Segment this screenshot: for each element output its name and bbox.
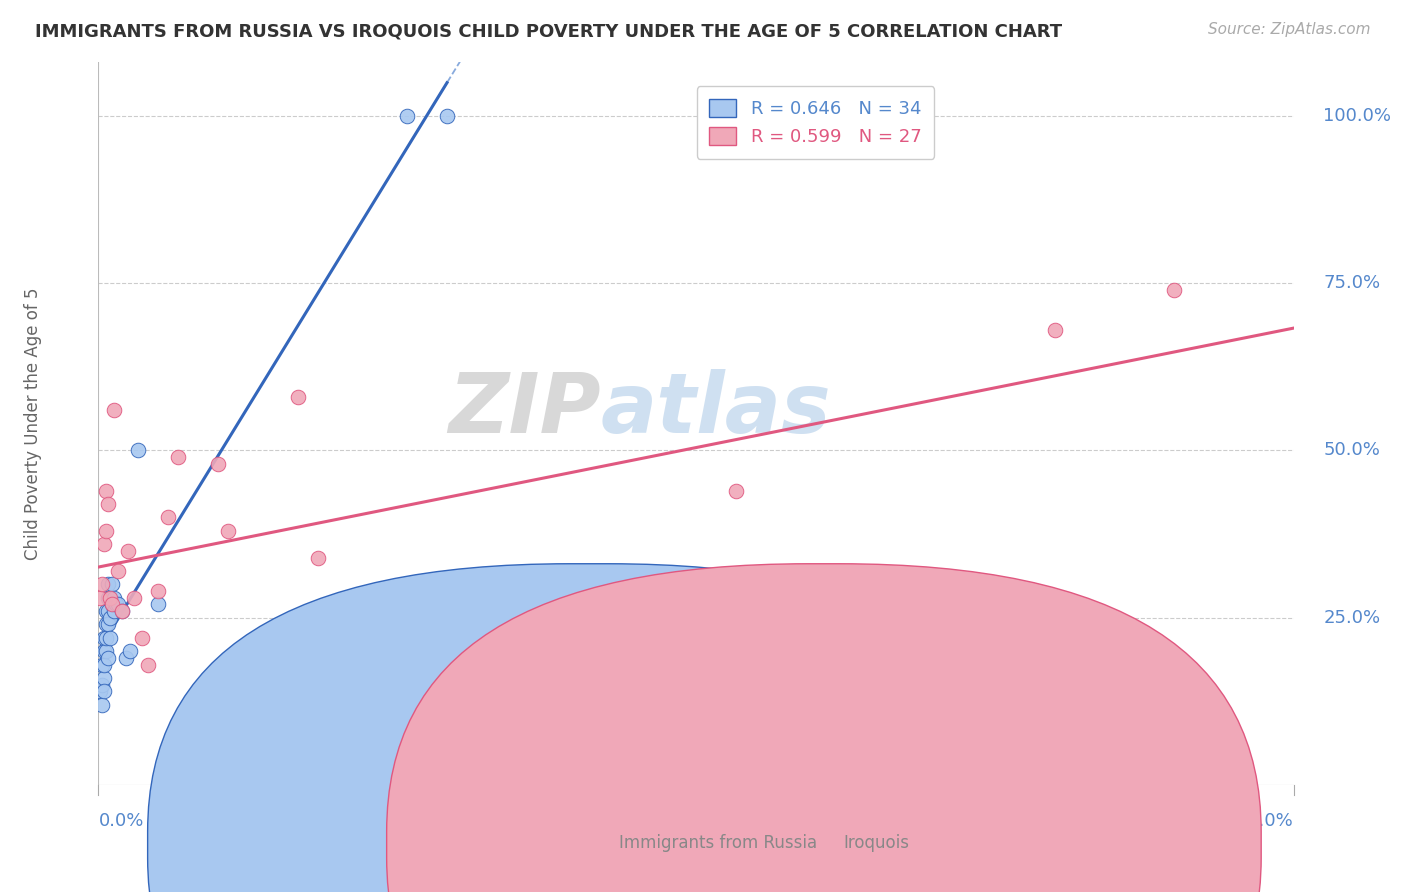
Text: 25.0%: 25.0% <box>1323 608 1381 627</box>
Point <box>127 443 149 458</box>
Text: 100.0%: 100.0% <box>1323 107 1392 125</box>
Point <box>148 584 170 599</box>
Point <box>148 598 170 612</box>
Point <box>93 537 115 551</box>
Point <box>96 644 118 658</box>
Point <box>105 598 128 612</box>
Point <box>103 604 125 618</box>
Point <box>98 591 122 605</box>
Text: Child Poverty Under the Age of 5: Child Poverty Under the Age of 5 <box>24 287 42 560</box>
Point <box>93 631 115 645</box>
Point <box>117 544 139 558</box>
Point <box>91 678 114 692</box>
Point <box>136 657 159 672</box>
Point <box>97 604 120 618</box>
Point <box>287 390 309 404</box>
Point <box>96 631 118 645</box>
Legend: R = 0.646   N = 34, R = 0.599   N = 27: R = 0.646 N = 34, R = 0.599 N = 27 <box>697 86 934 159</box>
Point <box>97 577 120 591</box>
Point <box>98 611 122 625</box>
Text: 60.0%: 60.0% <box>1237 812 1294 830</box>
Text: 50.0%: 50.0% <box>1323 442 1381 459</box>
Point <box>1043 323 1066 337</box>
Point <box>93 671 115 685</box>
Point <box>93 657 115 672</box>
Point <box>107 598 129 612</box>
Point <box>115 651 138 665</box>
Point <box>131 631 153 645</box>
Point <box>96 483 118 498</box>
Point <box>89 684 111 698</box>
Text: 0.0%: 0.0% <box>98 812 143 830</box>
Point <box>101 598 124 612</box>
Text: 75.0%: 75.0% <box>1323 274 1381 293</box>
Point <box>396 591 419 605</box>
Point <box>103 591 125 605</box>
Point <box>217 524 239 538</box>
Point <box>93 684 115 698</box>
Text: atlas: atlas <box>600 368 831 450</box>
Point <box>103 403 125 417</box>
Point <box>96 604 118 618</box>
Point <box>167 450 190 464</box>
Text: Iroquois: Iroquois <box>844 834 910 852</box>
Point <box>96 524 118 538</box>
Point <box>307 550 329 565</box>
Text: ZIP: ZIP <box>447 368 600 450</box>
Point <box>207 457 229 471</box>
Point <box>96 617 118 632</box>
Point <box>97 497 120 511</box>
Point <box>107 564 129 578</box>
Point <box>120 644 142 658</box>
Point <box>396 109 419 123</box>
Point <box>91 577 114 591</box>
Point <box>91 657 114 672</box>
Point <box>97 651 120 665</box>
Point <box>1163 283 1185 297</box>
Point <box>101 598 124 612</box>
Point <box>93 644 115 658</box>
Point <box>98 591 122 605</box>
Point <box>111 604 134 618</box>
Text: Immigrants from Russia: Immigrants from Russia <box>619 834 817 852</box>
Text: IMMIGRANTS FROM RUSSIA VS IROQUOIS CHILD POVERTY UNDER THE AGE OF 5 CORRELATION : IMMIGRANTS FROM RUSSIA VS IROQUOIS CHILD… <box>35 22 1063 40</box>
Point <box>101 577 124 591</box>
Point <box>724 483 747 498</box>
Point <box>436 109 458 123</box>
Point <box>97 591 120 605</box>
Point <box>485 678 508 692</box>
Text: Source: ZipAtlas.com: Source: ZipAtlas.com <box>1208 22 1371 37</box>
Point <box>98 631 122 645</box>
Point <box>111 604 134 618</box>
Point <box>157 510 180 524</box>
Point <box>97 617 120 632</box>
Point <box>91 698 114 712</box>
Point <box>124 591 146 605</box>
Point <box>89 591 111 605</box>
